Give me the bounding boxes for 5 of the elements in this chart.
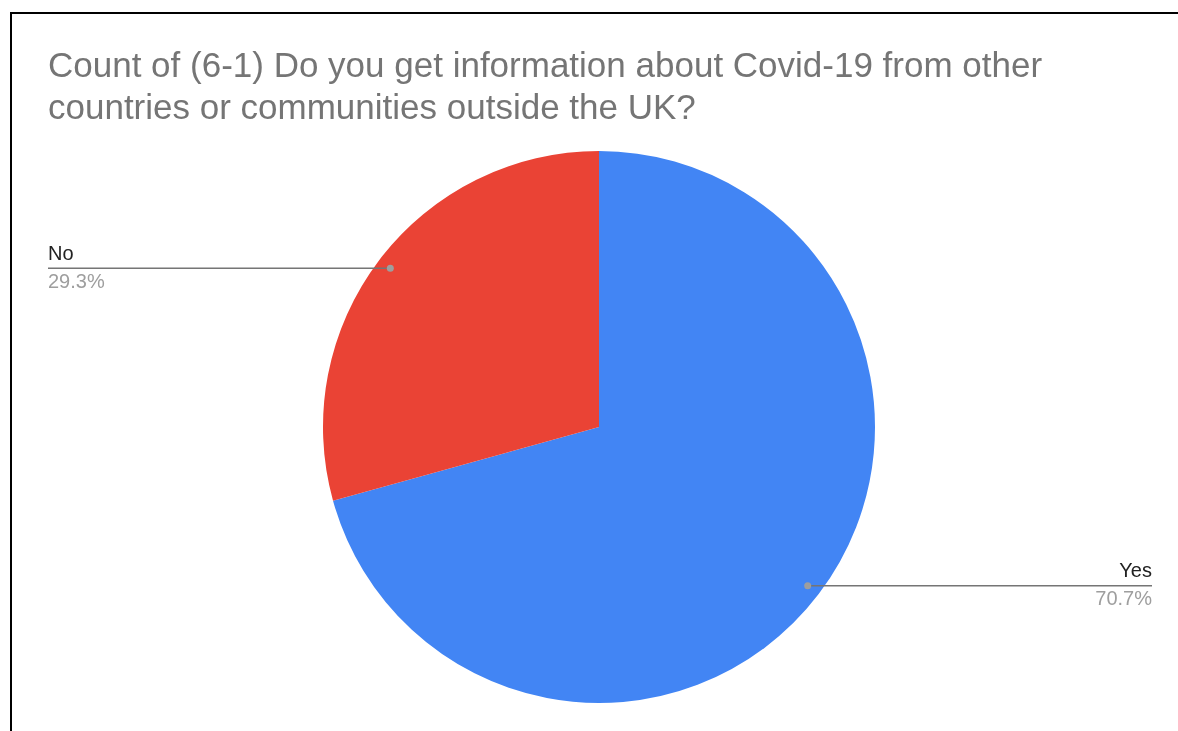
slice-label: Yes xyxy=(1119,559,1152,582)
slice-label: No xyxy=(48,241,74,264)
data-label: 70.7% xyxy=(1095,587,1153,610)
chart-title: Count of (6-1) Do you get information about Covid-19 from other countries or communities outside the UK? xyxy=(48,44,1044,128)
data-label: 29.3% xyxy=(48,269,105,292)
